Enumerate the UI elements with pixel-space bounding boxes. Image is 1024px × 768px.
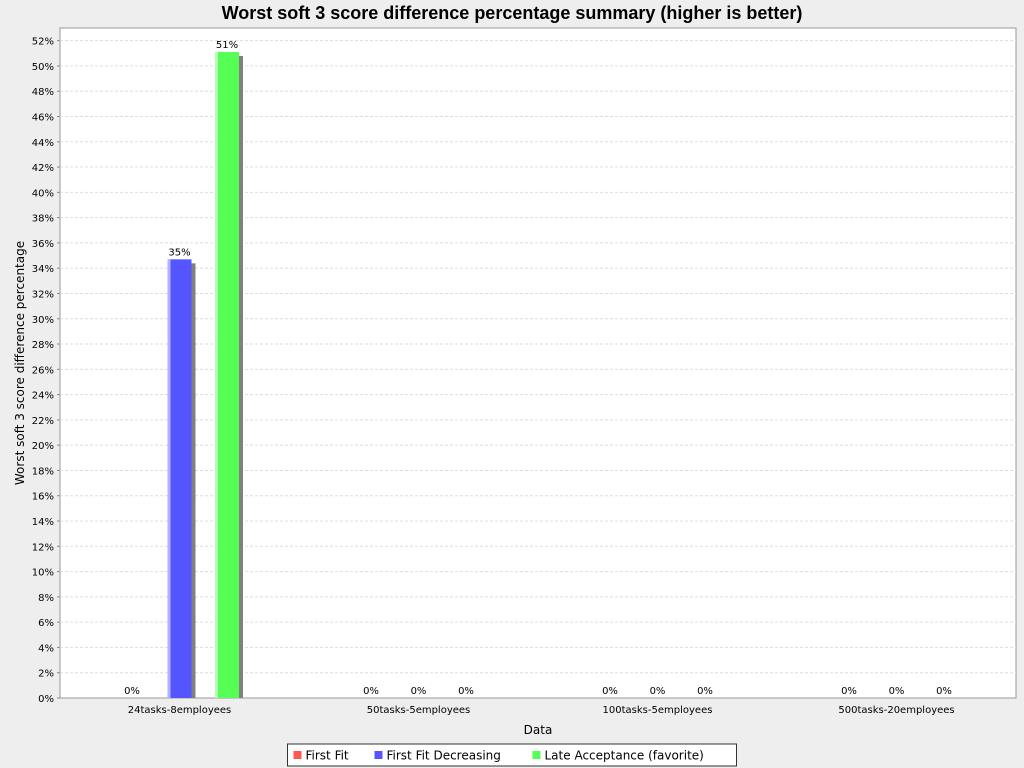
y-tick-label: 42% [32, 163, 54, 174]
y-tick-label: 6% [38, 618, 54, 629]
bar-value-label: 0% [411, 686, 427, 697]
x-axis-label: Data [524, 723, 553, 737]
bar-value-label: 0% [889, 686, 905, 697]
legend-entry: First Fit [306, 749, 349, 763]
x-tick-label: 24tasks-8employees [128, 705, 232, 716]
legend: First Fit First Fit Decreasing Late Accept… [287, 743, 737, 767]
x-tick-label: 500tasks-20employees [838, 705, 954, 716]
bar-value-label: 0% [697, 686, 713, 697]
bar-value-label: 0% [363, 686, 379, 697]
bar-value-label: 0% [841, 686, 857, 697]
plot-area [59, 27, 1017, 699]
legend-entry: Late Acceptance (favorite) [545, 749, 704, 763]
y-tick-label: 50% [32, 62, 54, 73]
bar-highlight [167, 259, 171, 698]
y-tick-label: 0% [38, 694, 54, 705]
bar-value-label: 0% [602, 686, 618, 697]
y-tick-label: 34% [32, 264, 54, 275]
y-tick-label: 52% [32, 37, 54, 48]
y-tick-label: 38% [32, 214, 54, 225]
bar [167, 259, 192, 698]
y-tick-label: 10% [32, 568, 54, 579]
y-tick-label: 36% [32, 239, 54, 250]
y-tick-label: 18% [32, 466, 54, 477]
bar-value-label: 0% [124, 686, 140, 697]
y-tick-label: 28% [32, 340, 54, 351]
y-tick-label: 2% [38, 669, 54, 680]
y-tick-label: 8% [38, 593, 54, 604]
bar-value-label: 0% [936, 686, 952, 697]
bar-value-label: 35% [168, 247, 190, 258]
bar [215, 52, 239, 699]
y-tick-label: 30% [32, 315, 54, 326]
y-tick-label: 26% [32, 365, 54, 376]
y-tick-label: 22% [32, 416, 54, 427]
y-tick-label: 4% [38, 643, 54, 654]
bar-highlight [215, 52, 218, 699]
bar-value-label: 0% [650, 686, 666, 697]
y-tick-label: 40% [32, 188, 54, 199]
bar-value-label: 0% [458, 686, 474, 697]
y-tick-label: 20% [32, 441, 54, 452]
chart-title: Worst soft 3 score difference percentage… [222, 3, 803, 23]
y-tick-label: 46% [32, 112, 54, 123]
y-tick-label: 16% [32, 492, 54, 503]
y-tick-label: 44% [32, 138, 54, 149]
legend-swatch [532, 751, 541, 759]
y-tick-label: 32% [32, 289, 54, 300]
legend-swatch [293, 751, 302, 759]
legend-frame [287, 743, 737, 767]
y-tick-label: 12% [32, 542, 54, 553]
legend-swatch [374, 751, 383, 759]
y-tick-label: 48% [32, 87, 54, 98]
legend-entry: First Fit Decreasing [387, 749, 501, 763]
y-tick-label: 24% [32, 391, 54, 402]
bar-value-label: 51% [216, 40, 238, 51]
x-tick-label: 50tasks-5employees [367, 705, 471, 716]
x-tick-label: 100tasks-5employees [603, 705, 713, 716]
y-axis-label: Worst soft 3 score difference percentage [13, 241, 27, 485]
y-tick-label: 14% [32, 517, 54, 528]
